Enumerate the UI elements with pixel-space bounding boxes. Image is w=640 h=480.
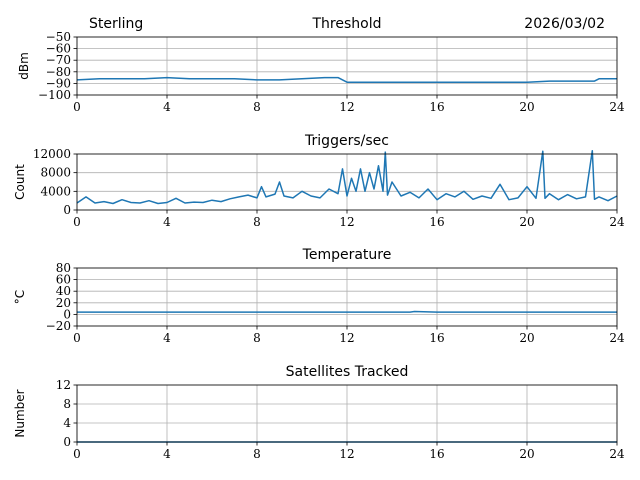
station-name: Sterling <box>89 16 143 32</box>
triggers-y-tick-label: 12000 <box>33 147 71 161</box>
satellites-x-tick-label: 0 <box>73 447 81 461</box>
triggers-series-line <box>76 149 618 205</box>
threshold-x-tick-label: 12 <box>339 100 354 114</box>
triggers-title: Triggers/sec <box>304 133 389 149</box>
satellites-x-tick-label: 8 <box>253 447 261 461</box>
satellites-title: Satellites Tracked <box>286 364 409 380</box>
satellites-x-tick-label: 24 <box>609 447 625 461</box>
satellites-x-tick-label: 12 <box>339 447 354 461</box>
satellites-y-axis-label: Number <box>13 389 27 437</box>
triggers-x-tick-label: 24 <box>609 215 625 229</box>
satellites-y-tick-label: 12 <box>56 378 71 392</box>
threshold-y-tick-label: −70 <box>46 53 71 67</box>
threshold-y-tick-label: −100 <box>38 88 71 102</box>
threshold-panel: 0 4 8 12 16 20 24 −100−90−80−70−60−50 Threshold d… <box>17 16 625 114</box>
threshold-y-tick-label: −50 <box>46 30 71 44</box>
temperature-y-tick-label: 0 <box>63 307 71 321</box>
triggers-y-tick-label: 8000 <box>40 166 71 180</box>
temperature-x-tick-label: 20 <box>519 331 534 345</box>
temperature-x-tick-label: 0 <box>73 331 81 345</box>
triggers-x-tick-label: 12 <box>339 215 354 229</box>
temperature-y-tick-label: 60 <box>56 273 71 287</box>
triggers-x-tick-label: 16 <box>429 215 444 229</box>
satellites-x-tick-label: 4 <box>163 447 171 461</box>
temperature-y-axis-label: °C <box>13 290 27 304</box>
threshold-x-tick-label: 0 <box>73 100 81 114</box>
temperature-y-tick-label: 80 <box>56 261 71 275</box>
threshold-x-tick-label: 24 <box>609 100 625 114</box>
temperature-title: Temperature <box>302 247 392 263</box>
satellites-panel: 0 4 8 12 16 20 24 0 4 8 12 Satellites Tracked Number <box>13 364 625 461</box>
threshold-x-tick-label: 20 <box>519 100 534 114</box>
temperature-x-tick-label: 24 <box>609 331 625 345</box>
triggers-x-tick-label: 8 <box>253 215 261 229</box>
triggers-y-axis-label: Count <box>13 164 27 200</box>
threshold-series-line <box>76 76 617 83</box>
threshold-y-tick-label: −90 <box>46 76 71 90</box>
triggers-x-tick-label: 0 <box>73 215 81 229</box>
triggers-x-tick-label: 20 <box>519 215 534 229</box>
temperature-y-tick-label: 20 <box>56 296 71 310</box>
temperature-y-tick-label: −20 <box>46 319 71 333</box>
triggers-y-tick-label: 4000 <box>40 184 71 198</box>
triggers-y-tick-label: 0 <box>63 203 71 217</box>
temperature-series-line <box>77 310 617 313</box>
threshold-y-axis-label: dBm <box>17 52 31 80</box>
threshold-y-tick-label: −80 <box>46 65 71 79</box>
threshold-x-tick-label: 8 <box>253 100 261 114</box>
temperature-x-tick-label: 12 <box>339 331 354 345</box>
threshold-x-tick-label: 4 <box>163 100 171 114</box>
satellites-y-tick-label: 8 <box>63 397 71 411</box>
temperature-x-tick-label: 8 <box>253 331 261 345</box>
threshold-title: Threshold <box>312 16 382 32</box>
threshold-y-tick-label: −60 <box>46 42 71 56</box>
satellites-x-tick-label: 16 <box>429 447 444 461</box>
temperature-x-tick-label: 16 <box>429 331 444 345</box>
satellites-y-tick-label: 4 <box>63 416 71 430</box>
threshold-x-tick-label: 16 <box>429 100 444 114</box>
satellites-y-tick-label: 0 <box>63 435 71 449</box>
satellites-x-tick-label: 20 <box>519 447 534 461</box>
triggers-x-tick-label: 4 <box>163 215 171 229</box>
temperature-y-tick-label: 40 <box>56 284 71 298</box>
triggers-panel: 0 4 8 12 16 20 24 0 4000 8000 12000 Triggers/sec Cou… <box>13 133 625 229</box>
report-date: 2026/03/02 <box>524 16 605 32</box>
temperature-x-tick-label: 4 <box>163 331 171 345</box>
chart-panels: 0 4 8 12 16 20 24 −100−90−80−70−60−50 Threshold d… <box>13 16 625 461</box>
